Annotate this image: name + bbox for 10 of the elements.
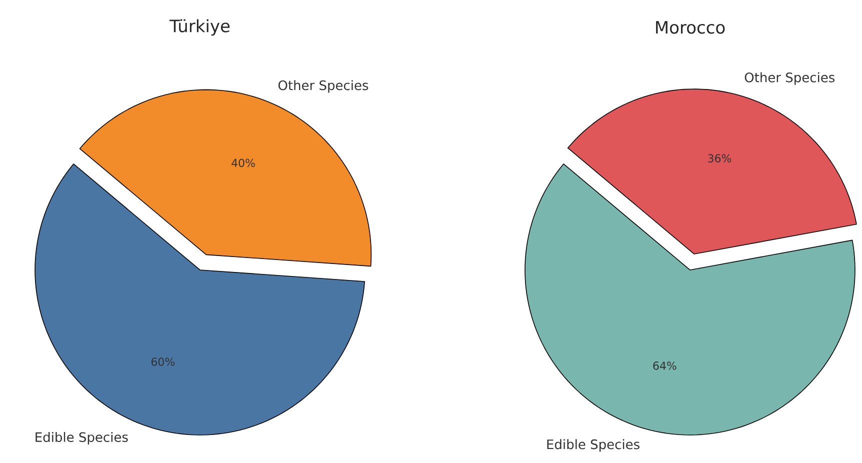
slice-label: Other Species xyxy=(744,72,835,85)
slice-label: Edible Species xyxy=(36,432,128,445)
data-label: 36% xyxy=(708,154,732,162)
slice-label: Other Species xyxy=(278,80,368,93)
data-label: 40% xyxy=(232,158,255,168)
slice-label: Edible Species xyxy=(547,439,640,452)
chart-title: Morocco xyxy=(656,21,725,34)
chart-title: Türkiye xyxy=(170,19,230,36)
data-label: 64% xyxy=(653,362,676,370)
data-label: 60% xyxy=(151,358,175,366)
